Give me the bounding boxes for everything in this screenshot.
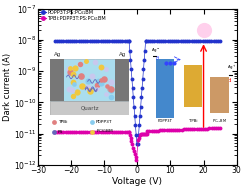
PDPP3T:PS:PC₆₁BM	[106, 40, 109, 43]
PDPP3T:PS:PC₆₁BM	[130, 77, 133, 80]
TPBi:PDPP3T:PS:PC₆₁BM	[189, 128, 192, 130]
PDPP3T:PS:PC₆₁BM	[53, 40, 56, 43]
TPBi:PDPP3T:PS:PC₆₁BM	[193, 128, 196, 130]
TPBi:PDPP3T:PS:PC₆₁BM	[112, 131, 115, 133]
X-axis label: Voltage (V): Voltage (V)	[112, 177, 162, 186]
TPBi:PDPP3T:PS:PC₆₁BM	[79, 131, 82, 133]
Y-axis label: Dark current (A): Dark current (A)	[3, 53, 12, 121]
Text: $10^2$-fold: $10^2$-fold	[208, 76, 232, 85]
TPBi:PDPP3T:PS:PC₆₁BM	[135, 159, 138, 161]
PDPP3T:PS:PC₆₁BM	[171, 40, 173, 43]
Line: TPBi:PDPP3T:PS:PC₆₁BM: TPBi:PDPP3T:PS:PC₆₁BM	[53, 126, 222, 162]
Legend: PDPP3T:PS:PC₆₁BM, TPBi:PDPP3T:PS:PC₆₁BM: PDPP3T:PS:PC₆₁BM, TPBi:PDPP3T:PS:PC₆₁BM	[39, 10, 106, 21]
TPBi:PDPP3T:PS:PC₆₁BM	[219, 127, 221, 129]
PDPP3T:PS:PC₆₁BM	[88, 40, 91, 43]
Point	[202, 29, 206, 32]
TPBi:PDPP3T:PS:PC₆₁BM	[163, 129, 166, 131]
PDPP3T:PS:PC₆₁BM	[128, 50, 131, 52]
PDPP3T:PS:PC₆₁BM	[143, 50, 146, 52]
TPBi:PDPP3T:PS:PC₆₁BM	[212, 127, 215, 129]
PDPP3T:PS:PC₆₁BM	[219, 40, 221, 43]
PDPP3T:PS:PC₆₁BM	[135, 143, 138, 145]
Line: PDPP3T:PS:PC₆₁BM: PDPP3T:PS:PC₆₁BM	[53, 39, 222, 146]
TPBi:PDPP3T:PS:PC₆₁BM	[53, 131, 56, 133]
